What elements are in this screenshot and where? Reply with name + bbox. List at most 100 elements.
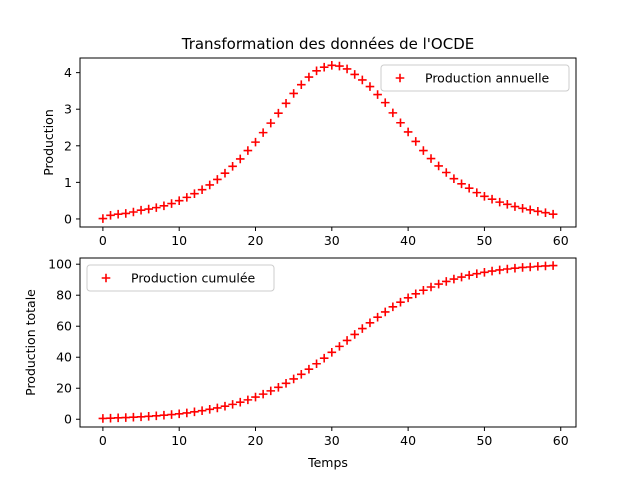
- data-point-bottom: [266, 386, 276, 396]
- x-tick-label-bottom: 40: [400, 433, 416, 448]
- data-point-bottom: [541, 261, 550, 271]
- data-point-top: [518, 204, 527, 213]
- data-point-bottom: [388, 302, 398, 312]
- data-point-bottom: [144, 412, 153, 421]
- data-point-top: [495, 197, 504, 207]
- data-point-bottom: [258, 389, 268, 399]
- data-point-bottom: [510, 263, 520, 273]
- legend-marker-top: [395, 73, 405, 83]
- data-point-bottom: [129, 412, 138, 422]
- data-point-top: [335, 61, 344, 71]
- data-point-top: [388, 108, 398, 118]
- y-tick-label-bottom: 0: [64, 412, 72, 427]
- data-point-top: [274, 108, 283, 118]
- data-point-bottom: [113, 413, 123, 423]
- data-point-top: [228, 161, 237, 171]
- y-tick-label-bottom: 20: [56, 381, 72, 396]
- chart-title: Transformation des données de l'OCDE: [181, 35, 475, 53]
- data-point-bottom: [373, 312, 382, 322]
- x-tick-label-top: 40: [400, 233, 416, 248]
- y-tick-label-bottom: 60: [56, 319, 72, 334]
- data-point-bottom: [121, 413, 131, 422]
- data-point-bottom: [495, 265, 504, 275]
- data-point-top: [411, 137, 421, 146]
- y-axis-label-bottom: Production totale: [23, 289, 38, 396]
- data-point-bottom: [182, 408, 192, 418]
- axes-frame-top: [79, 57, 577, 228]
- data-point-bottom: [274, 383, 283, 392]
- data-point-top: [342, 64, 352, 74]
- x-axis-label-bottom: Temps: [307, 455, 348, 470]
- data-point-bottom: [281, 378, 291, 388]
- data-point-top: [358, 75, 367, 85]
- data-point-top: [510, 202, 520, 211]
- data-point-top: [220, 168, 230, 178]
- data-point-top: [419, 146, 428, 155]
- data-point-bottom: [365, 318, 375, 328]
- data-point-bottom: [464, 270, 474, 280]
- data-point-bottom: [548, 261, 558, 270]
- legend-marker-bottom: [101, 273, 111, 283]
- data-point-bottom: [487, 266, 497, 276]
- data-point-bottom: [213, 403, 222, 413]
- y-tick-label-top: 4: [64, 65, 72, 80]
- data-point-bottom: [503, 264, 512, 274]
- data-point-bottom: [380, 307, 390, 317]
- legend-label-top: Production annuelle: [425, 71, 550, 86]
- data-point-bottom: [312, 359, 321, 369]
- data-point-bottom: [472, 269, 482, 278]
- data-point-top: [159, 201, 169, 211]
- data-point-top: [441, 168, 451, 177]
- data-point-bottom: [411, 289, 421, 299]
- data-point-top: [449, 174, 459, 184]
- data-point-bottom: [327, 347, 337, 357]
- data-point-bottom: [434, 279, 443, 289]
- plots-container: 0 10 20 30 40 50 60 0 1 2 3 4 Production Production a…: [23, 57, 577, 470]
- subplot-top: 0 10 20 30 40 50 60 0 1 2 3 4 Production Production a…: [41, 57, 577, 248]
- data-point-bottom: [480, 267, 489, 277]
- data-point-top: [304, 72, 314, 82]
- y-tick-label-top: 3: [64, 102, 72, 117]
- data-point-top: [243, 146, 253, 155]
- x-tick-label-bottom: 60: [553, 433, 569, 448]
- data-point-top: [182, 193, 192, 202]
- data-point-bottom: [136, 412, 146, 422]
- data-point-bottom: [174, 409, 184, 419]
- data-point-top: [167, 199, 176, 208]
- data-point-bottom: [228, 400, 237, 409]
- data-point-bottom: [426, 282, 436, 292]
- x-tick-label-top: 10: [171, 233, 187, 248]
- data-point-bottom: [441, 277, 451, 286]
- data-point-bottom: [106, 413, 115, 423]
- axes-frame-bottom: [79, 257, 577, 428]
- data-point-top: [319, 62, 329, 72]
- data-point-bottom: [396, 297, 405, 307]
- data-point-top: [541, 208, 550, 218]
- data-point-bottom: [403, 293, 413, 303]
- data-point-top: [533, 206, 543, 216]
- data-point-top: [144, 204, 153, 214]
- data-point-bottom: [243, 395, 253, 405]
- data-point-bottom: [449, 274, 459, 284]
- x-tick-label-top: 50: [476, 233, 492, 248]
- data-point-bottom: [533, 262, 543, 271]
- y-tick-label-bottom: 40: [56, 350, 72, 365]
- data-point-bottom: [205, 405, 215, 414]
- data-point-top: [113, 209, 123, 219]
- data-point-bottom: [419, 285, 428, 295]
- data-point-top: [480, 191, 489, 201]
- data-point-top: [251, 137, 260, 147]
- data-point-bottom: [335, 342, 344, 351]
- data-point-top: [434, 161, 443, 171]
- x-tick-label-bottom: 30: [324, 433, 340, 448]
- data-point-top: [350, 70, 360, 79]
- data-point-top: [548, 209, 558, 219]
- x-tick-label-top: 20: [248, 233, 264, 248]
- data-point-top: [190, 189, 199, 199]
- y-tick-label-top: 0: [64, 211, 72, 226]
- data-point-top: [258, 128, 268, 137]
- data-point-bottom: [98, 414, 108, 423]
- data-point-top: [129, 207, 138, 217]
- legend-label-bottom: Production cumulée: [131, 271, 256, 286]
- data-point-bottom: [190, 407, 199, 417]
